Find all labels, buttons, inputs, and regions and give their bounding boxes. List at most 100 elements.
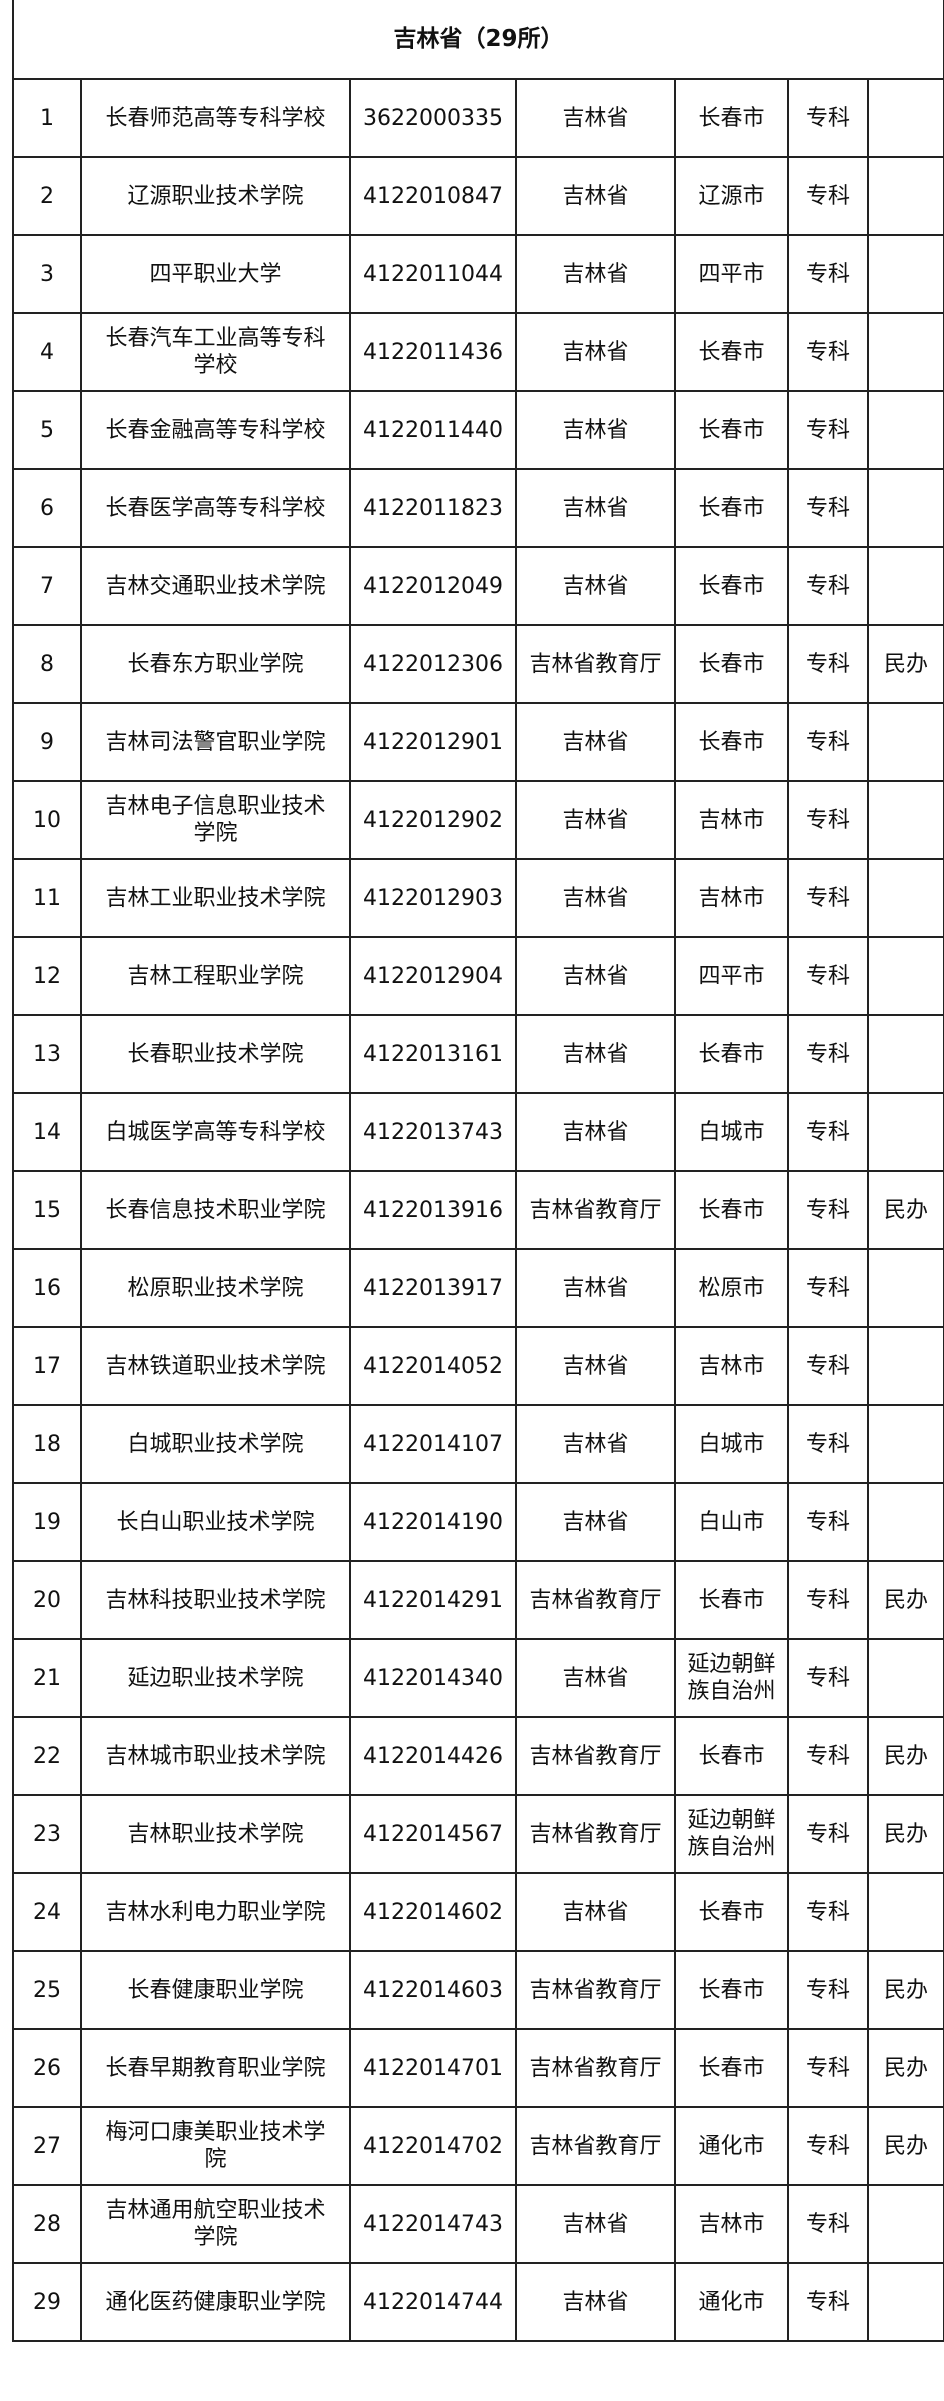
table-row: 29 通化医药健康职业学院 4122014744 吉林省 通化市 专科 — [12, 2262, 944, 2342]
authority-cell: 吉林省 — [515, 390, 676, 470]
note-cell — [866, 2184, 944, 2264]
city-cell: 通化市 — [674, 2106, 789, 2186]
city-cell: 长春市 — [674, 624, 789, 704]
school-code-cell: 4122014702 — [349, 2106, 517, 2186]
authority-cell: 吉林省 — [515, 1092, 676, 1172]
authority-cell: 吉林省 — [515, 468, 676, 548]
row-number-cell: 28 — [12, 2184, 82, 2264]
table-row: 26 长春早期教育职业学院 4122014701 吉林省教育厅 长春市 专科 民办 — [12, 2028, 944, 2108]
row-number-cell: 19 — [12, 1482, 82, 1562]
note-cell — [866, 936, 944, 1016]
school-name-cell: 吉林通用航空职业技术 学院 — [80, 2184, 351, 2264]
city-cell: 白山市 — [674, 1482, 789, 1562]
note-cell: 民办 — [866, 624, 944, 704]
school-name-cell: 长春汽车工业高等专科 学校 — [80, 312, 351, 392]
note-cell: 民办 — [866, 2106, 944, 2186]
city-cell: 长春市 — [674, 2028, 789, 2108]
table-row: 3 四平职业大学 4122011044 吉林省 四平市 专科 — [12, 234, 944, 314]
school-name-cell: 长春健康职业学院 — [80, 1950, 351, 2030]
school-name-cell: 吉林交通职业技术学院 — [80, 546, 351, 626]
authority-cell: 吉林省 — [515, 2184, 676, 2264]
row-number-cell: 22 — [12, 1716, 82, 1796]
note-cell — [866, 156, 944, 236]
school-code-cell: 4122011823 — [349, 468, 517, 548]
row-number-cell: 6 — [12, 468, 82, 548]
note-cell: 民办 — [866, 1794, 944, 1874]
school-code-cell: 4122013743 — [349, 1092, 517, 1172]
table-row: 22 吉林城市职业技术学院 4122014426 吉林省教育厅 长春市 专科 民办 — [12, 1716, 944, 1796]
school-name-cell: 辽源职业技术学院 — [80, 156, 351, 236]
city-cell: 白城市 — [674, 1404, 789, 1484]
note-cell: 民办 — [866, 1950, 944, 2030]
city-cell: 通化市 — [674, 2262, 789, 2342]
school-code-cell: 4122011440 — [349, 390, 517, 470]
authority-cell: 吉林省 — [515, 780, 676, 860]
school-code-cell: 4122010847 — [349, 156, 517, 236]
table-row: 2 辽源职业技术学院 4122010847 吉林省 辽源市 专科 — [12, 156, 944, 236]
level-cell: 专科 — [787, 1560, 869, 1640]
table-row: 5 长春金融高等专科学校 4122011440 吉林省 长春市 专科 — [12, 390, 944, 470]
authority-cell: 吉林省 — [515, 1872, 676, 1952]
city-cell: 长春市 — [674, 1950, 789, 2030]
authority-cell: 吉林省 — [515, 1248, 676, 1328]
school-name-cell: 吉林工业职业技术学院 — [80, 858, 351, 938]
level-cell: 专科 — [787, 1638, 869, 1718]
authority-cell: 吉林省教育厅 — [515, 1716, 676, 1796]
school-code-cell: 4122012902 — [349, 780, 517, 860]
city-cell: 辽源市 — [674, 156, 789, 236]
authority-cell: 吉林省教育厅 — [515, 2028, 676, 2108]
school-name-cell: 长春医学高等专科学校 — [80, 468, 351, 548]
level-cell: 专科 — [787, 780, 869, 860]
school-name-cell: 延边职业技术学院 — [80, 1638, 351, 1718]
note-cell — [866, 234, 944, 314]
note-cell — [866, 1872, 944, 1952]
school-code-cell: 4122014567 — [349, 1794, 517, 1874]
school-name-cell: 长春师范高等专科学校 — [80, 78, 351, 158]
city-cell: 长春市 — [674, 546, 789, 626]
table-row: 20 吉林科技职业技术学院 4122014291 吉林省教育厅 长春市 专科 民办 — [12, 1560, 944, 1640]
city-cell: 吉林市 — [674, 858, 789, 938]
level-cell: 专科 — [787, 1326, 869, 1406]
table-row: 15 长春信息技术职业学院 4122013916 吉林省教育厅 长春市 专科 民办 — [12, 1170, 944, 1250]
school-code-cell: 4122012049 — [349, 546, 517, 626]
note-cell — [866, 1014, 944, 1094]
row-number-cell: 2 — [12, 156, 82, 236]
row-number-cell: 8 — [12, 624, 82, 704]
city-cell: 长春市 — [674, 468, 789, 548]
city-cell: 四平市 — [674, 936, 789, 1016]
school-name-cell: 松原职业技术学院 — [80, 1248, 351, 1328]
table-row: 6 长春医学高等专科学校 4122011823 吉林省 长春市 专科 — [12, 468, 944, 548]
school-code-cell: 4122012901 — [349, 702, 517, 782]
table-row: 14 白城医学高等专科学校 4122013743 吉林省 白城市 专科 — [12, 1092, 944, 1172]
row-number-cell: 15 — [12, 1170, 82, 1250]
table-row: 17 吉林铁道职业技术学院 4122014052 吉林省 吉林市 专科 — [12, 1326, 944, 1406]
authority-cell: 吉林省教育厅 — [515, 2106, 676, 2186]
row-number-cell: 10 — [12, 780, 82, 860]
row-number-cell: 29 — [12, 2262, 82, 2342]
school-name-cell: 梅河口康美职业技术学 院 — [80, 2106, 351, 2186]
table-row: 24 吉林水利电力职业学院 4122014602 吉林省 长春市 专科 — [12, 1872, 944, 1952]
level-cell: 专科 — [787, 2028, 869, 2108]
note-cell — [866, 78, 944, 158]
note-cell — [866, 858, 944, 938]
school-code-cell: 4122012903 — [349, 858, 517, 938]
row-number-cell: 9 — [12, 702, 82, 782]
school-code-cell: 4122014291 — [349, 1560, 517, 1640]
authority-cell: 吉林省 — [515, 1404, 676, 1484]
note-cell — [866, 1092, 944, 1172]
school-name-cell: 吉林铁道职业技术学院 — [80, 1326, 351, 1406]
city-cell: 长春市 — [674, 1170, 789, 1250]
school-name-cell: 四平职业大学 — [80, 234, 351, 314]
note-cell — [866, 1326, 944, 1406]
school-code-cell: 4122013917 — [349, 1248, 517, 1328]
authority-cell: 吉林省 — [515, 936, 676, 1016]
level-cell: 专科 — [787, 2184, 869, 2264]
table-row: 7 吉林交通职业技术学院 4122012049 吉林省 长春市 专科 — [12, 546, 944, 626]
authority-cell: 吉林省 — [515, 546, 676, 626]
level-cell: 专科 — [787, 546, 869, 626]
note-cell — [866, 1638, 944, 1718]
level-cell: 专科 — [787, 858, 869, 938]
school-name-cell: 长白山职业技术学院 — [80, 1482, 351, 1562]
school-code-cell: 4122014744 — [349, 2262, 517, 2342]
note-cell — [866, 390, 944, 470]
